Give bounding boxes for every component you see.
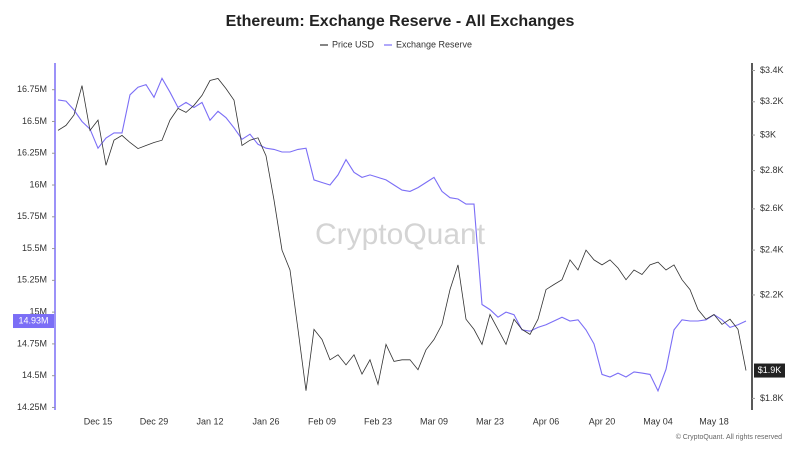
x-tick-label: Feb 23 bbox=[364, 416, 392, 426]
y2-tick-label: $2.2K bbox=[760, 289, 784, 299]
y-tick-label: 14.5M bbox=[22, 370, 47, 380]
x-tick-label: Jan 12 bbox=[196, 416, 223, 426]
y2-tick-label: $2.8K bbox=[760, 165, 784, 175]
watermark: CryptoQuant bbox=[315, 218, 486, 251]
chart-title: Ethereum: Exchange Reserve - All Exchang… bbox=[226, 13, 575, 30]
x-tick-label: May 04 bbox=[643, 416, 673, 426]
y2-tick-label: $3K bbox=[760, 129, 776, 139]
y2-tick-label: $3.4K bbox=[760, 65, 784, 75]
series-line bbox=[57, 77, 747, 393]
x-tick-label: May 18 bbox=[699, 416, 729, 426]
y-tick-label: 16M bbox=[29, 179, 47, 189]
end-label-box bbox=[754, 363, 785, 378]
y-tick-label: 15.25M bbox=[17, 275, 47, 285]
x-tick-label: Mar 09 bbox=[420, 416, 448, 426]
y-tick-label: 16.5M bbox=[22, 116, 47, 126]
y-tick-label: 15.75M bbox=[17, 211, 47, 221]
x-tick-label: Apr 20 bbox=[589, 416, 616, 426]
y-tick-label: 15.5M bbox=[22, 243, 47, 253]
y2-tick-label: $2.4K bbox=[760, 244, 784, 254]
x-tick-label: Feb 09 bbox=[308, 416, 336, 426]
legend-label: Exchange Reserve bbox=[396, 39, 472, 49]
legend-label: Price USD bbox=[332, 39, 375, 49]
x-tick-label: Mar 23 bbox=[476, 416, 504, 426]
end-label: $1.9K bbox=[758, 365, 782, 375]
y-tick-label: 14.25M bbox=[17, 402, 47, 412]
series-line bbox=[57, 78, 747, 391]
x-tick-label: Dec 15 bbox=[84, 416, 113, 426]
end-label: 14.93M bbox=[18, 315, 48, 325]
y2-tick-label: $3.2K bbox=[760, 96, 784, 106]
y-tick-label: 15M bbox=[29, 307, 47, 317]
y2-tick-label: $2.6K bbox=[760, 203, 784, 213]
x-tick-label: Apr 06 bbox=[533, 416, 560, 426]
y-tick-label: 14.75M bbox=[17, 338, 47, 348]
x-tick-label: Jan 26 bbox=[252, 416, 279, 426]
footer: © CryptoQuant. All rights reserved bbox=[676, 433, 782, 441]
y-tick-label: 16.75M bbox=[17, 84, 47, 94]
y2-tick-label: $1.8K bbox=[760, 393, 784, 403]
x-tick-label: Dec 29 bbox=[140, 416, 169, 426]
end-label-box bbox=[13, 314, 54, 329]
y-tick-label: 16.25M bbox=[17, 148, 47, 158]
